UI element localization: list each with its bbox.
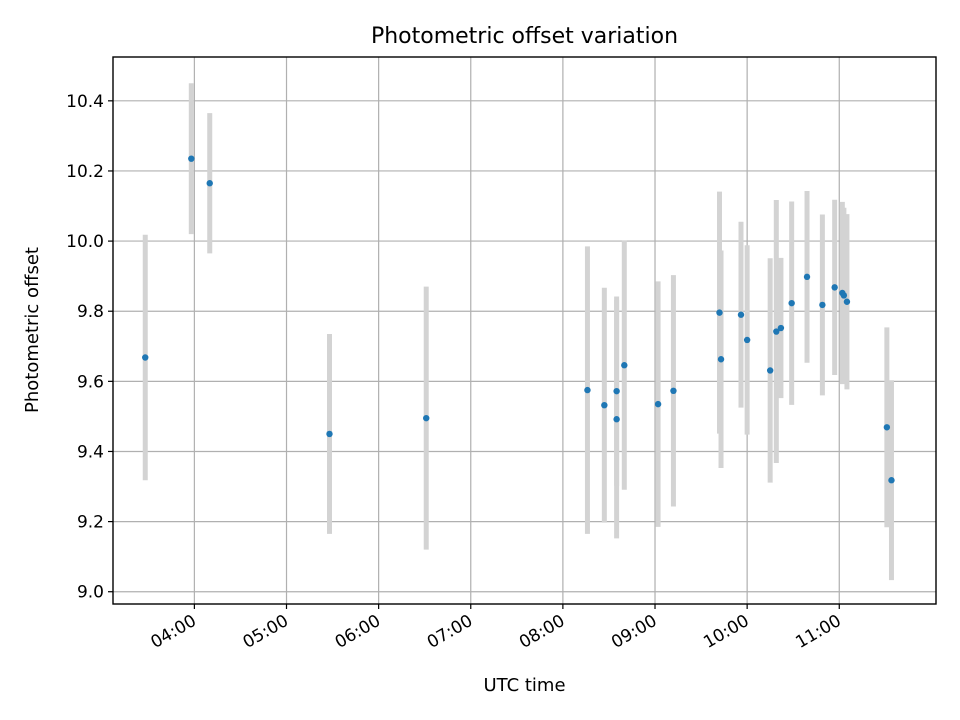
plot-frame: [112, 56, 937, 605]
data-point: [621, 362, 628, 369]
data-point: [831, 284, 838, 291]
x-tick-label: 08:00: [516, 611, 568, 653]
y-tick-label: 9.2: [77, 513, 104, 533]
x-tick-label: 09:00: [608, 611, 660, 653]
x-tick-label: 11:00: [792, 611, 844, 653]
data-point: [654, 400, 662, 408]
data-point: [717, 356, 725, 363]
data-point: [613, 416, 620, 423]
data-point: [888, 477, 895, 484]
y-tick-label: 9.0: [77, 583, 104, 603]
y-tick-label: 9.4: [77, 442, 104, 462]
data-point: [766, 367, 774, 374]
data-point: [843, 298, 851, 305]
tick-layer: 04:00 05:00 06:00 07:00 08:00 09:00 10:00 11:00…: [66, 92, 845, 653]
errorbar-layer: [142, 83, 894, 581]
chart-title: Photometric offset variation: [371, 24, 678, 49]
data-point: [423, 414, 430, 422]
y-axis-label: Photometric offset: [22, 247, 43, 413]
data-point: [777, 324, 785, 332]
y-tick-label: 10.4: [66, 92, 104, 112]
data-point: [773, 328, 780, 335]
x-axis-label: UTC time: [483, 675, 565, 696]
data-point: [670, 387, 677, 395]
data-point: [788, 299, 795, 307]
data-point: [840, 292, 848, 299]
data-point: [613, 387, 620, 395]
data-point: [716, 309, 723, 316]
data-point: [819, 301, 826, 309]
data-point: [737, 311, 745, 318]
grid-layer: [113, 57, 936, 604]
x-tick-label: 04:00: [147, 611, 199, 653]
x-tick-label: 05:00: [240, 611, 292, 653]
data-point: [206, 180, 213, 187]
x-tick-label: 06:00: [332, 611, 384, 653]
data-point: [188, 155, 195, 162]
point-layer: [142, 155, 895, 484]
data-point: [743, 336, 751, 344]
data-point: [326, 430, 333, 438]
data-point: [803, 273, 811, 281]
data-point: [601, 401, 608, 409]
y-tick-label: 10.2: [66, 162, 104, 182]
data-point: [584, 386, 591, 394]
data-point: [883, 424, 891, 431]
x-tick-label: 07:00: [424, 611, 476, 653]
data-point: [142, 354, 149, 361]
x-tick-label: 10:00: [700, 611, 752, 653]
y-tick-label: 9.8: [77, 302, 104, 322]
y-tick-label: 10.0: [66, 232, 104, 252]
y-tick-label: 9.6: [77, 372, 104, 392]
